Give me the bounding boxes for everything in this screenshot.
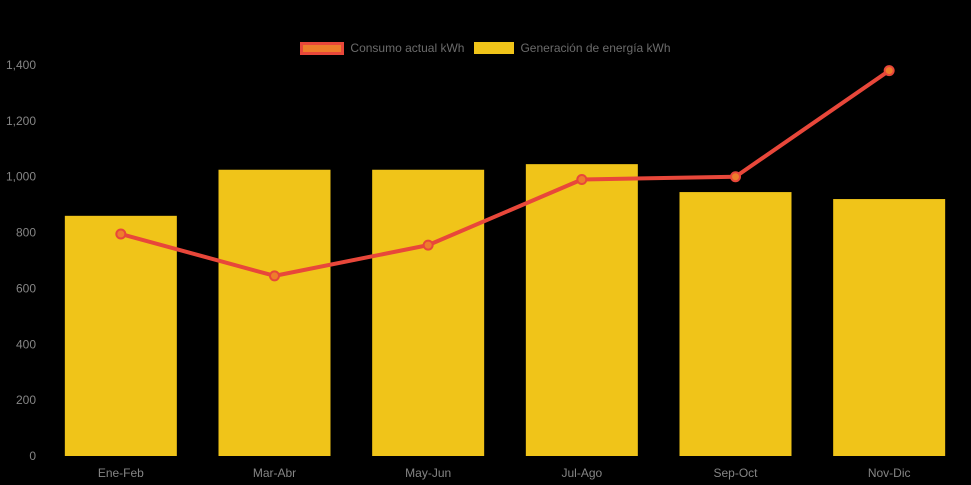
line-point-may-jun[interactable] — [422, 239, 434, 251]
bar-ene-feb[interactable] — [64, 215, 177, 456]
legend-swatch-consumo-actual — [300, 41, 345, 55]
x-axis-label-may-jun: May-Jun — [405, 466, 451, 480]
y-axis-tick-600: 600 — [16, 281, 36, 295]
line-point-nov-dic[interactable] — [883, 65, 895, 77]
bar-may-jun[interactable] — [372, 169, 485, 456]
legend-label-consumo-actual: Consumo actual kWh — [350, 41, 465, 55]
line-point-ene-feb[interactable] — [115, 228, 127, 240]
bar-mar-abr[interactable] — [218, 169, 331, 456]
y-axis-tick-800: 800 — [16, 226, 36, 240]
line-point-sep-oct[interactable] — [730, 171, 741, 183]
legend-item-generacion-energia[interactable]: Generación de energía kWh — [474, 41, 671, 55]
y-axis-tick-0: 0 — [29, 449, 36, 463]
y-axis-tick-200: 200 — [16, 393, 36, 407]
legend-swatch-generacion-energia — [474, 42, 515, 54]
x-axis-label-sep-oct: Sep-Oct — [713, 466, 758, 480]
line-point-mar-abr[interactable] — [269, 270, 280, 282]
bar-sep-oct[interactable] — [679, 192, 792, 456]
legend-label-generacion-energia: Generación de energía kWh — [520, 41, 671, 55]
y-axis-tick-1200: 1,200 — [6, 114, 36, 128]
bar-nov-dic[interactable] — [833, 199, 946, 457]
x-axis-label-mar-abr: Mar-Abr — [253, 466, 296, 480]
y-axis-tick-400: 400 — [16, 337, 36, 351]
legend-item-consumo-actual[interactable]: Consumo actual kWh — [300, 41, 464, 55]
bar-jul-ago[interactable] — [525, 164, 638, 456]
consumo-line — [118, 68, 892, 278]
x-axis-label-ene-feb: Ene-Feb — [98, 466, 144, 480]
line-point-jul-ago[interactable] — [576, 174, 588, 186]
chart-legend: Consumo actual kWh Generación de energía… — [0, 41, 971, 55]
y-axis-tick-1000: 1,000 — [6, 170, 36, 184]
y-axis-tick-1400: 1,400 — [6, 58, 36, 72]
x-axis-label-nov-dic: Nov-Dic — [868, 466, 911, 480]
x-axis-label-jul-ago: Jul-Ago — [561, 466, 602, 480]
